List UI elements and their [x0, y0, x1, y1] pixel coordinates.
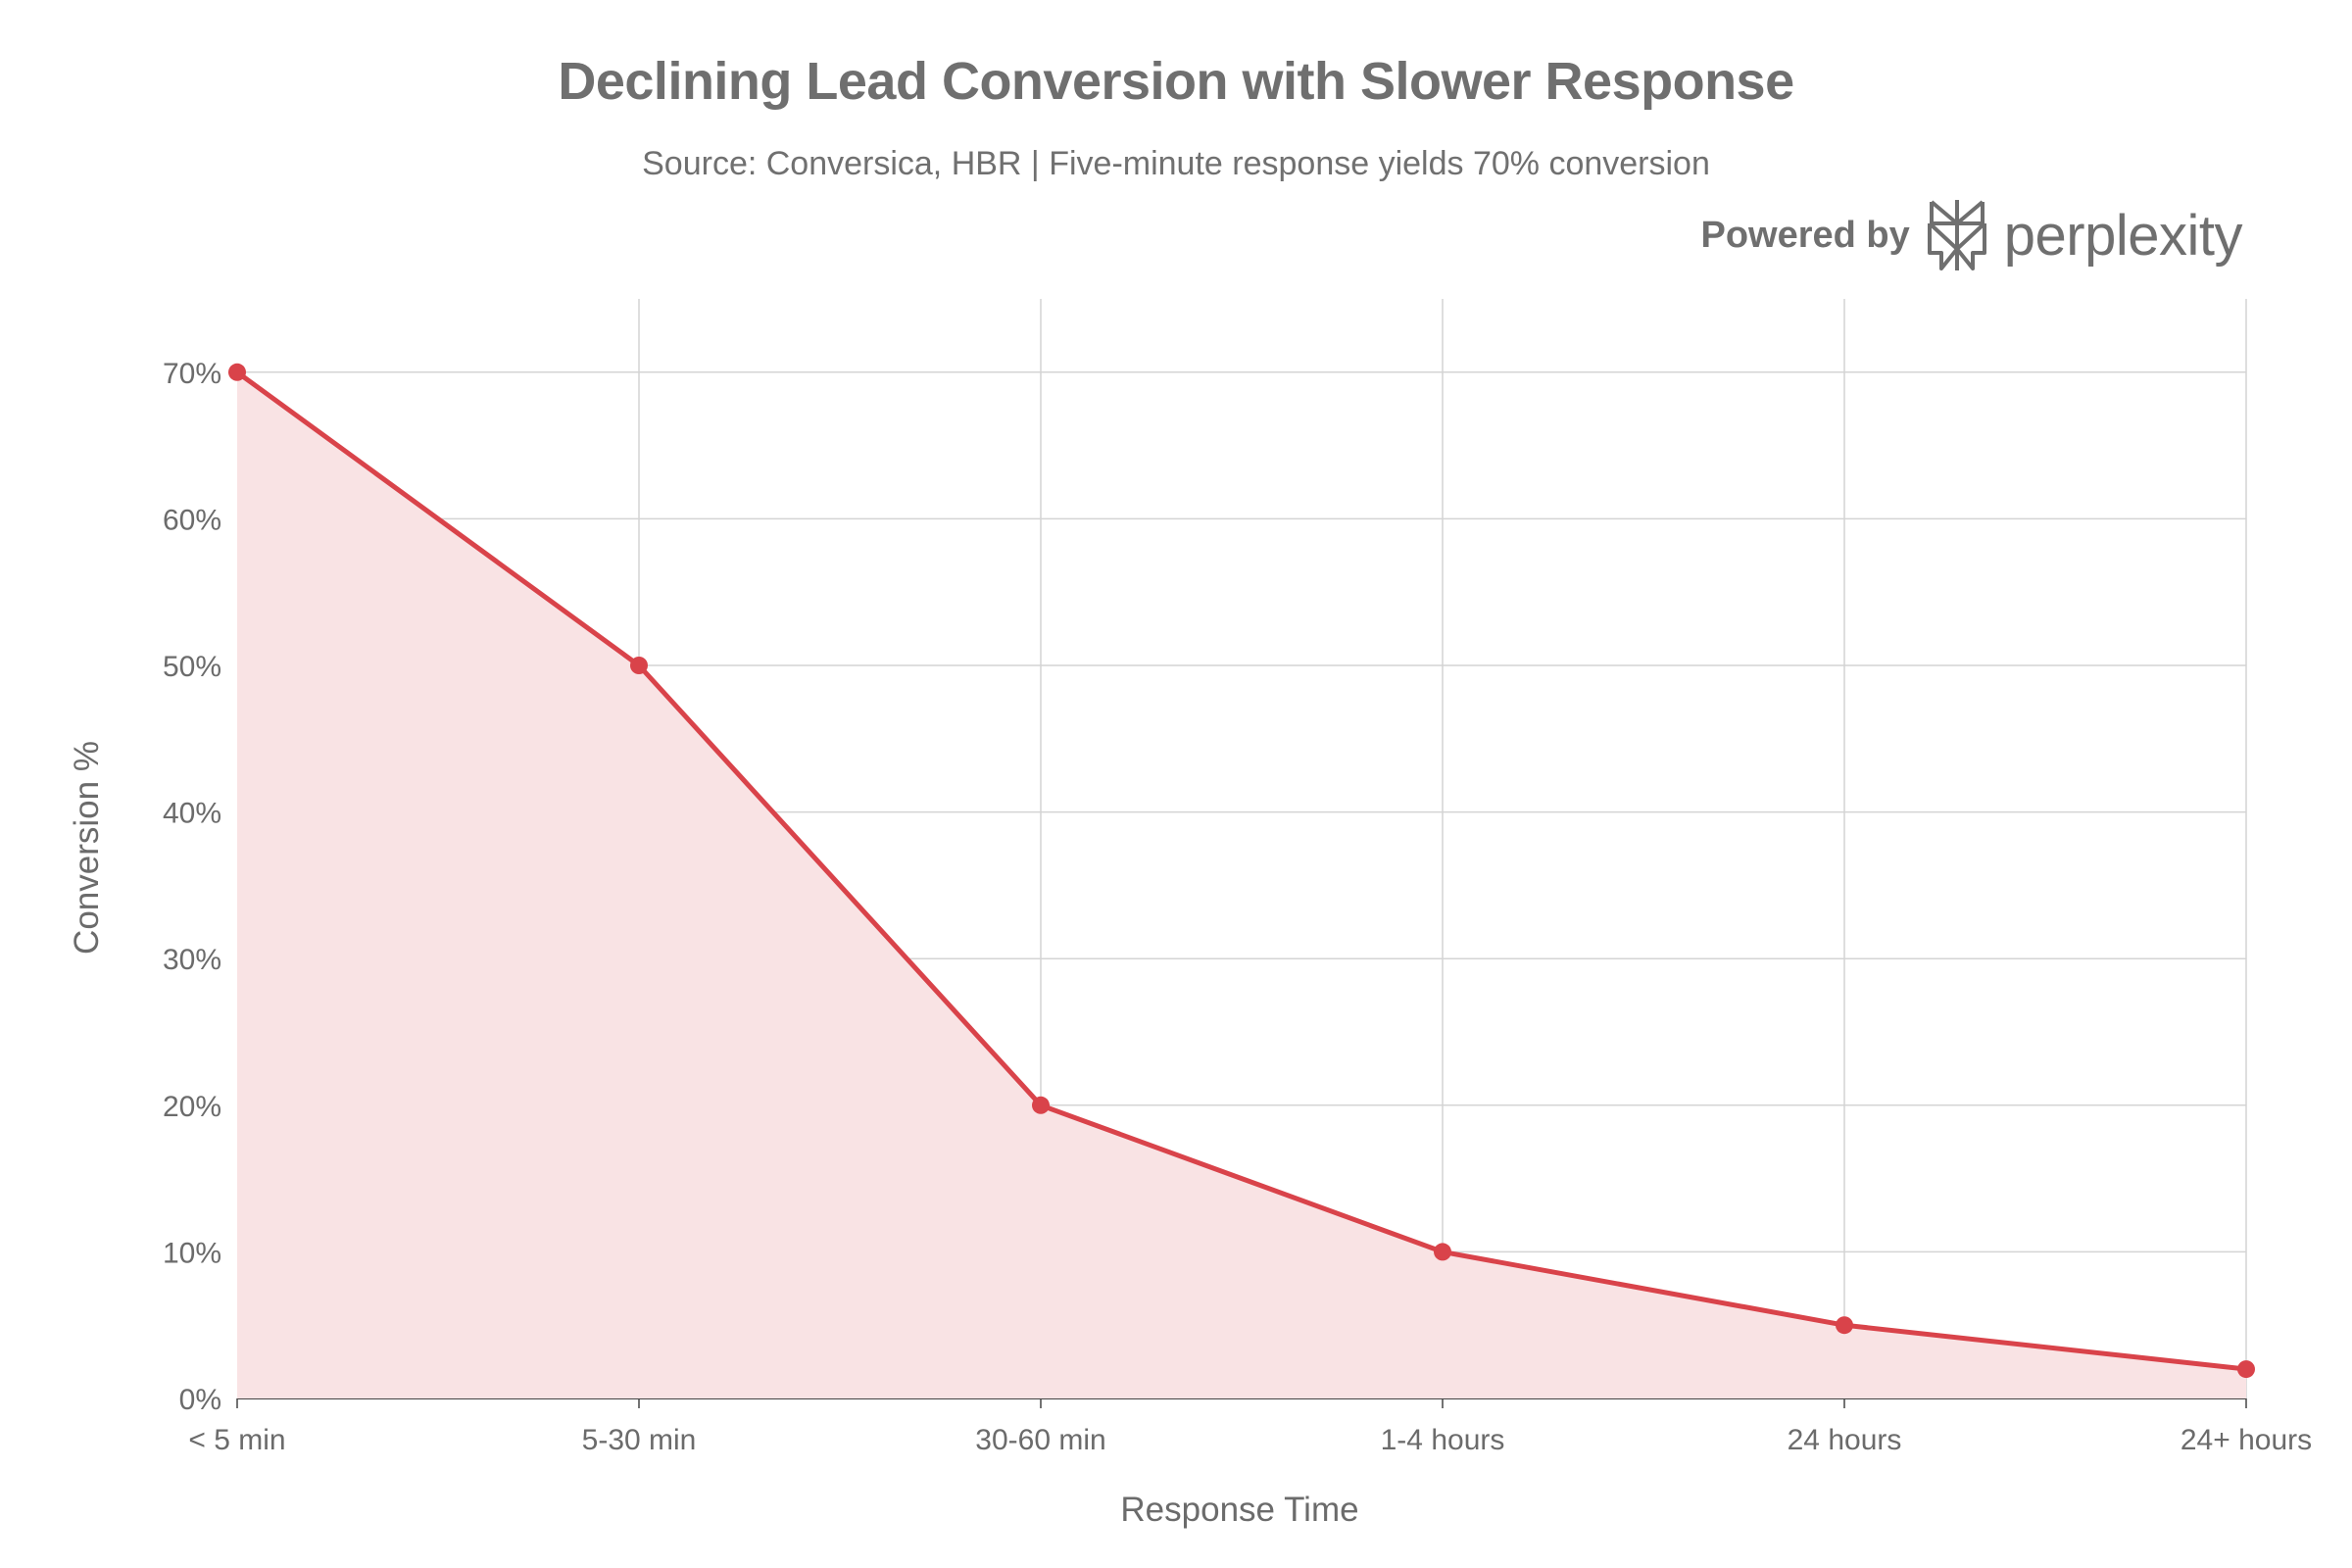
- y-tick-label: 70%: [163, 358, 221, 390]
- chart-subtitle: Source: Conversica, HBR | Five-minute re…: [642, 145, 1710, 182]
- y-tick-label: 40%: [163, 798, 221, 830]
- brand-watermark: Powered by perplexity: [1700, 196, 2243, 274]
- data-point[interactable]: [1032, 1096, 1050, 1114]
- tick-layer: 0% 10% 20% 30% 40% 50% 60% 70% < 5 min 5-30 min 30…: [163, 358, 2312, 1456]
- series-area: [237, 371, 2246, 1398]
- y-tick-label: 10%: [163, 1237, 221, 1269]
- data-point[interactable]: [630, 657, 648, 674]
- perplexity-logo-icon: [1927, 200, 1986, 270]
- powered-by-label: Powered by: [1700, 214, 1910, 256]
- y-axis-title: Conversion %: [68, 741, 106, 955]
- area-layer: [237, 371, 2246, 1398]
- x-axis-title: Response Time: [1120, 1491, 1358, 1529]
- data-point[interactable]: [1434, 1243, 1451, 1261]
- line-layer: [234, 369, 2249, 1372]
- brand-name: perplexity: [2003, 203, 2243, 268]
- y-tick-label: 30%: [163, 944, 221, 976]
- x-tick-label: < 5 min: [188, 1424, 285, 1456]
- y-tick-label: 0%: [179, 1384, 221, 1416]
- x-tick-label: 5-30 min: [582, 1424, 697, 1456]
- series-line: [234, 369, 2249, 1372]
- y-tick-label: 20%: [163, 1091, 221, 1123]
- data-point[interactable]: [2237, 1360, 2255, 1379]
- chart-title: Declining Lead Conversion with Slower Re…: [558, 52, 1794, 111]
- x-tick-label: 1-4 hours: [1381, 1424, 1505, 1456]
- point-layer: [228, 363, 2255, 1379]
- data-point[interactable]: [228, 363, 246, 381]
- y-tick-label: 50%: [163, 651, 221, 683]
- x-tick-label: 30-60 min: [975, 1424, 1105, 1456]
- data-point[interactable]: [1836, 1316, 1853, 1335]
- x-tick-label: 24 hours: [1788, 1424, 1902, 1456]
- y-tick-label: 60%: [163, 504, 221, 536]
- x-tick-label: 24+ hours: [2180, 1424, 2312, 1456]
